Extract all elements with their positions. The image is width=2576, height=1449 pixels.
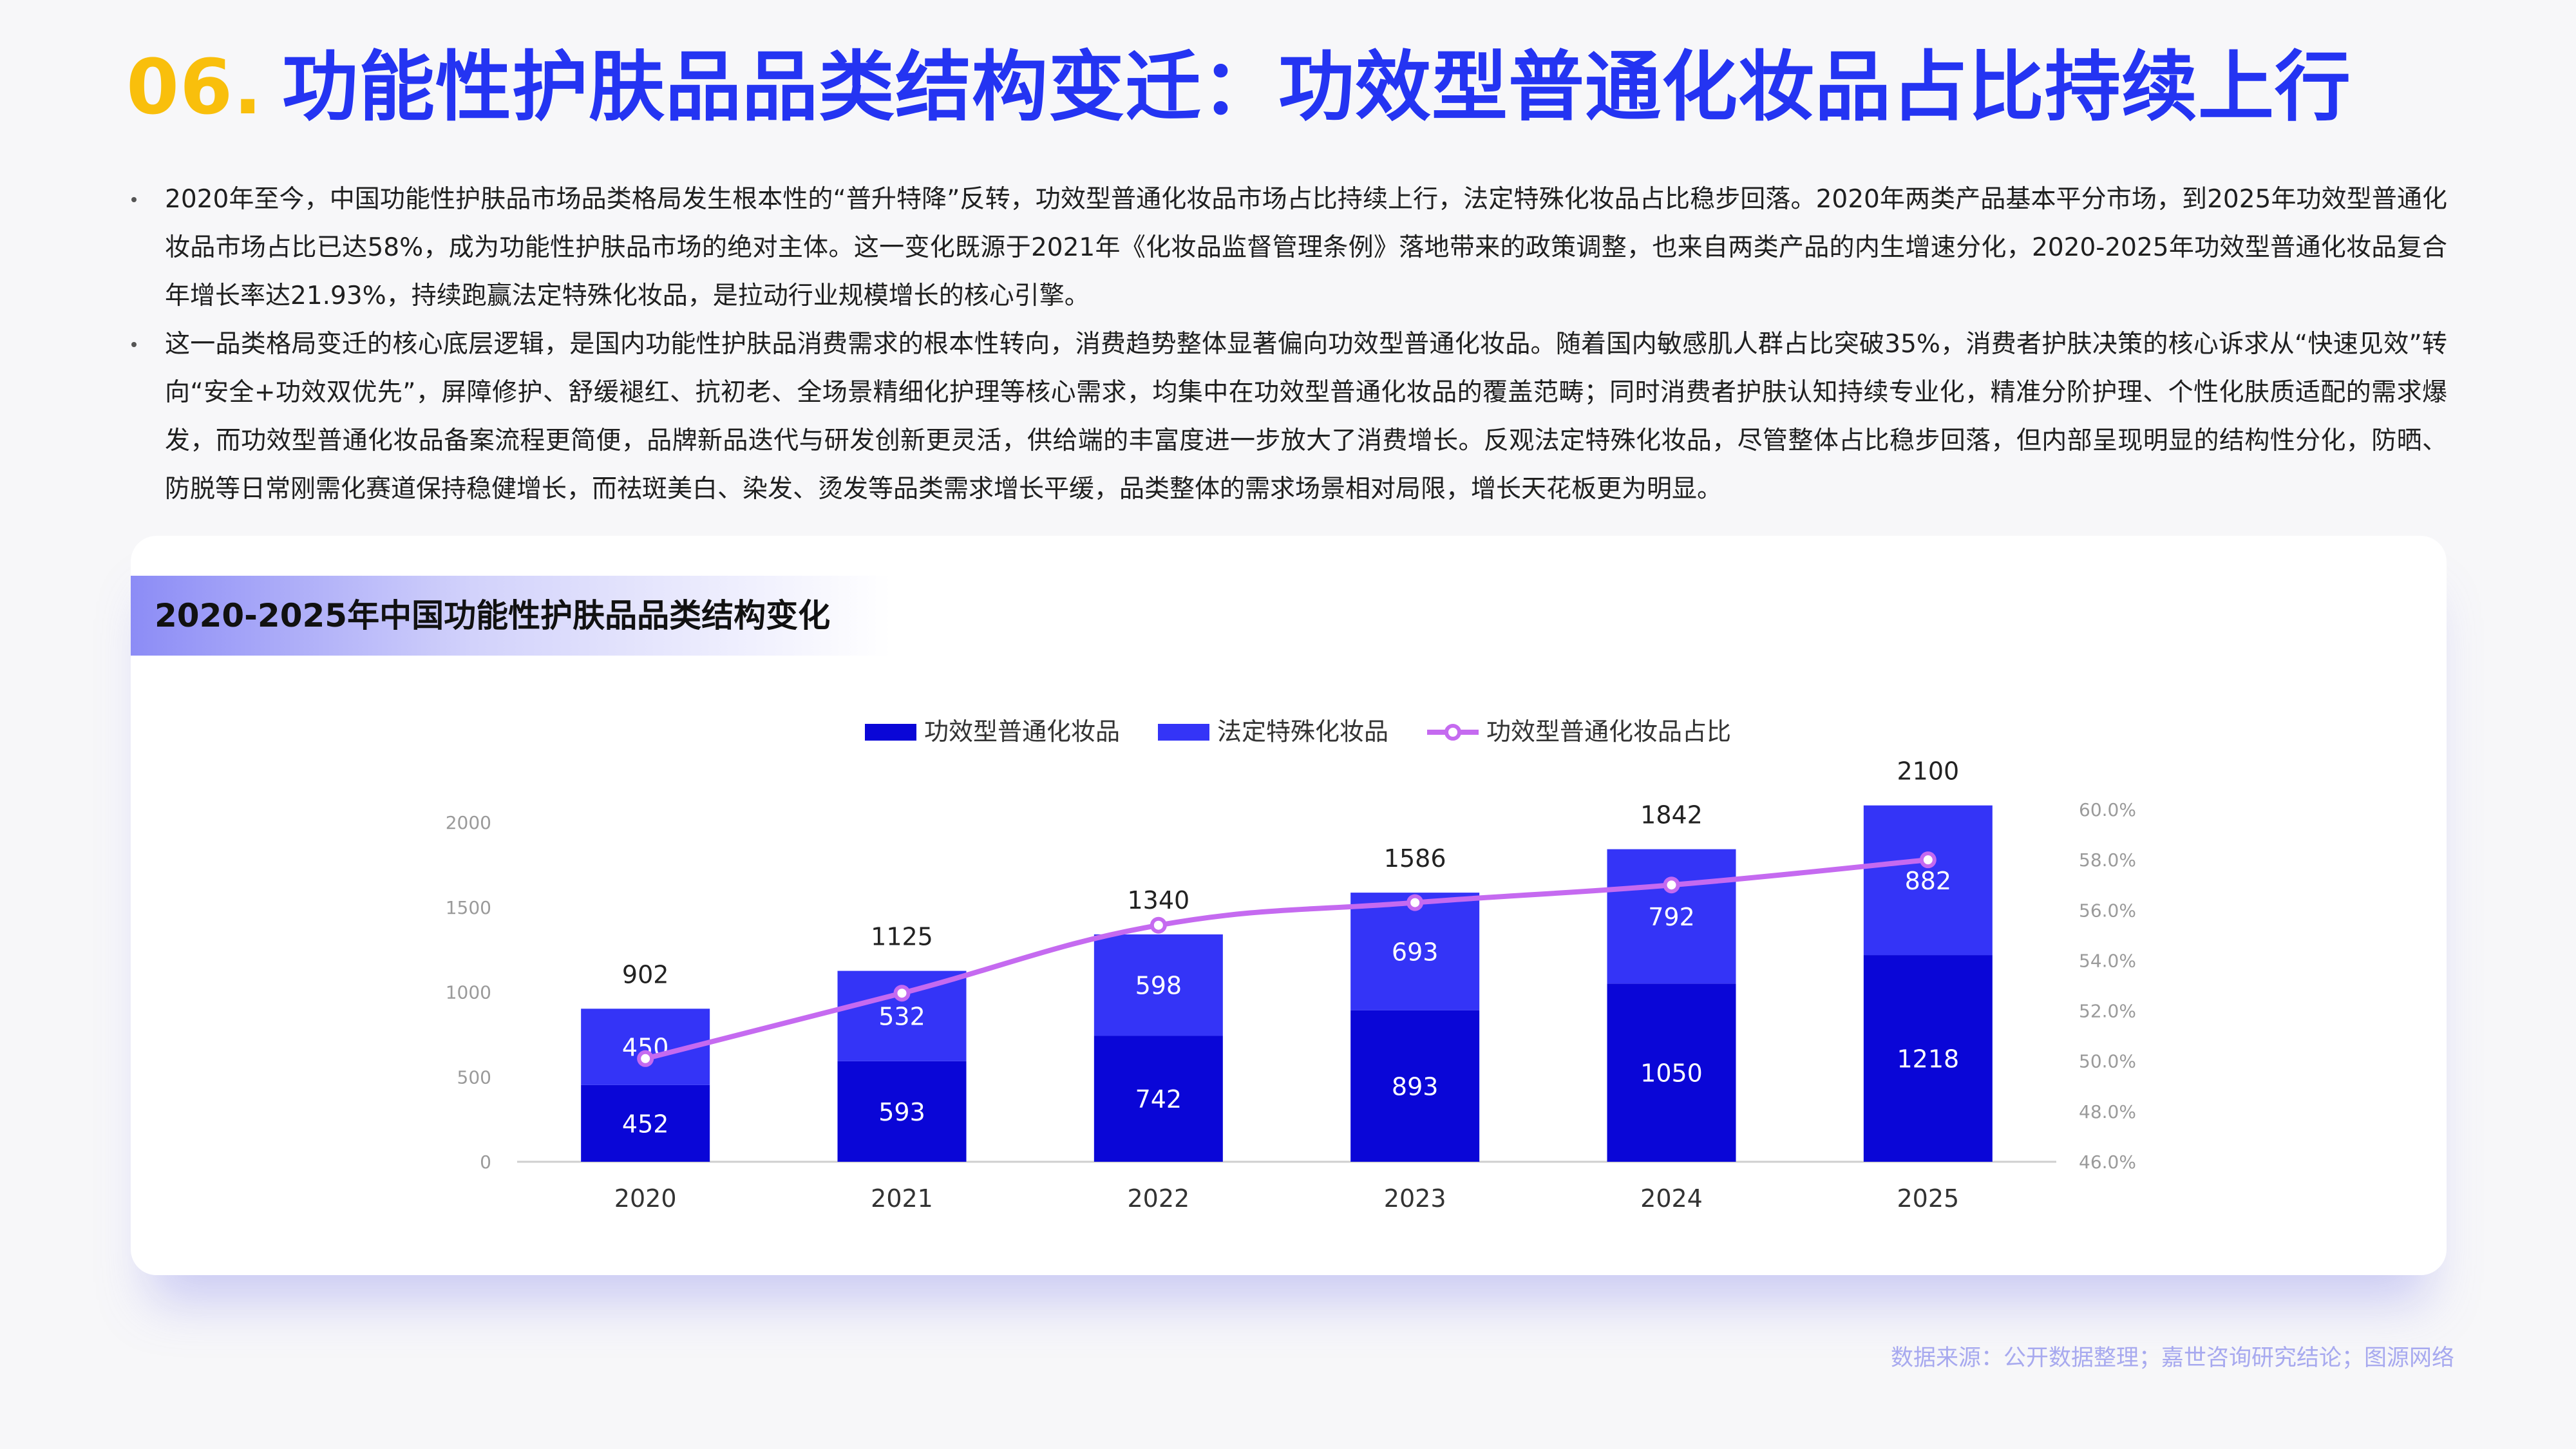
bar-total-label: 1125 — [871, 923, 933, 951]
bar-general — [1350, 1010, 1480, 1162]
y-axis-tick-label: 0 — [480, 1151, 491, 1173]
x-axis-tick-label: 2025 — [1897, 1184, 1959, 1213]
bar-special — [1094, 934, 1223, 1036]
share-point — [1150, 916, 1167, 934]
share-line — [645, 857, 1929, 1061]
bar-special-label: 693 — [1392, 938, 1439, 966]
bullet-item: 这一品类格局变迁的核心底层逻辑，是国内功能性护肤品消费需求的根本性转向，消费趋势… — [126, 320, 2447, 513]
bar-special-label: 532 — [878, 1003, 925, 1031]
bar-special — [1350, 893, 1480, 1010]
chart-card: 2020-2025年中国功能性护肤品品类结构变化 0 500 1000 1500 200… — [131, 536, 2447, 1275]
bar-total-label: 902 — [622, 960, 669, 989]
bar-total-label: 1842 — [1640, 801, 1703, 829]
y2-axis-tick-label: 56.0% — [2079, 900, 2136, 921]
x-axis-tick-label: 2020 — [614, 1184, 677, 1213]
legend-marker-share — [1444, 724, 1461, 741]
x-axis-tick-label: 2024 — [1640, 1184, 1703, 1213]
bar-general-label: 1050 — [1640, 1059, 1703, 1088]
bar-general — [1094, 1036, 1223, 1162]
bar-general — [837, 1061, 967, 1162]
x-axis-tick-label: 2022 — [1127, 1184, 1189, 1213]
bar-special — [1863, 805, 1993, 956]
y2-axis-tick-label: 58.0% — [2079, 849, 2136, 871]
bar-general — [581, 1084, 710, 1162]
share-point — [637, 1050, 654, 1067]
x-axis-tick-label: 2023 — [1384, 1184, 1446, 1213]
bar-special — [1607, 849, 1736, 984]
bar-total-label: 1340 — [1127, 886, 1189, 914]
share-point — [1919, 851, 1937, 869]
bar-general-label: 893 — [1392, 1072, 1439, 1101]
share-point — [893, 985, 911, 1002]
section-title: 功能性护肤品品类结构变迁：功效型普通化妆品占比持续上行 — [282, 43, 2352, 131]
section-number: 06. — [126, 43, 263, 131]
bullet-item: 2020年至今，中国功能性护肤品市场品类格局发生根本性的“普升特降”反转，功效型… — [126, 175, 2447, 320]
card-title-band — [131, 576, 891, 656]
bar-general-label: 593 — [878, 1098, 925, 1126]
bar-general-label: 1218 — [1897, 1045, 1959, 1074]
y2-axis-tick-label: 52.0% — [2079, 1001, 2136, 1022]
bar-general — [1607, 983, 1736, 1162]
legend-swatch-general — [865, 724, 916, 741]
bullet-list: 2020年至今，中国功能性护肤品市场品类格局发生根本性的“普升特降”反转，功效型… — [126, 175, 2447, 513]
bar-special-label: 792 — [1648, 903, 1695, 931]
y2-axis-tick-label: 60.0% — [2079, 799, 2136, 820]
legend-swatch-special — [1158, 724, 1209, 741]
y2-axis-tick-label: 46.0% — [2079, 1151, 2136, 1173]
share-point — [1663, 876, 1680, 894]
bar-general-label: 452 — [622, 1110, 669, 1138]
data-source: 数据来源：公开数据整理；嘉世咨询研究结论；图源网络 — [1890, 1345, 2454, 1371]
legend-label-special: 法定特殊化妆品 — [1217, 717, 1388, 746]
y-axis-tick-label: 1500 — [446, 897, 491, 918]
y2-axis-tick-label: 50.0% — [2079, 1051, 2136, 1072]
bar-total-label: 1586 — [1384, 844, 1446, 873]
bar-general — [1863, 955, 1993, 1162]
x-axis-tick-label: 2021 — [871, 1184, 933, 1213]
bar-special-label: 882 — [1905, 867, 1952, 895]
y2-axis-tick-label: 48.0% — [2079, 1101, 2136, 1122]
legend-label-share: 功效型普通化妆品占比 — [1486, 717, 1731, 746]
y-axis-tick-label: 1000 — [446, 982, 491, 1003]
bar-special-label: 598 — [1135, 972, 1182, 1000]
y2-axis-tick-label: 54.0% — [2079, 950, 2136, 971]
bar-total-label: 2100 — [1897, 757, 1959, 786]
y-axis-tick-label: 2000 — [446, 812, 491, 833]
page-title: 06. 功能性护肤品品类结构变迁：功效型普通化妆品占比持续上行 — [126, 39, 2509, 135]
chart: 0 500 1000 1500 2000 46.0% 48.0% 50.0% 52.0% 54.0… — [446, 717, 2136, 1213]
bar-general-label: 742 — [1135, 1085, 1182, 1113]
legend-label-general: 功效型普通化妆品 — [924, 717, 1120, 746]
y-axis-tick-label: 500 — [457, 1066, 491, 1088]
share-point — [1406, 894, 1424, 911]
chart-title: 2020-2025年中国功能性护肤品品类结构变化 — [155, 597, 831, 634]
